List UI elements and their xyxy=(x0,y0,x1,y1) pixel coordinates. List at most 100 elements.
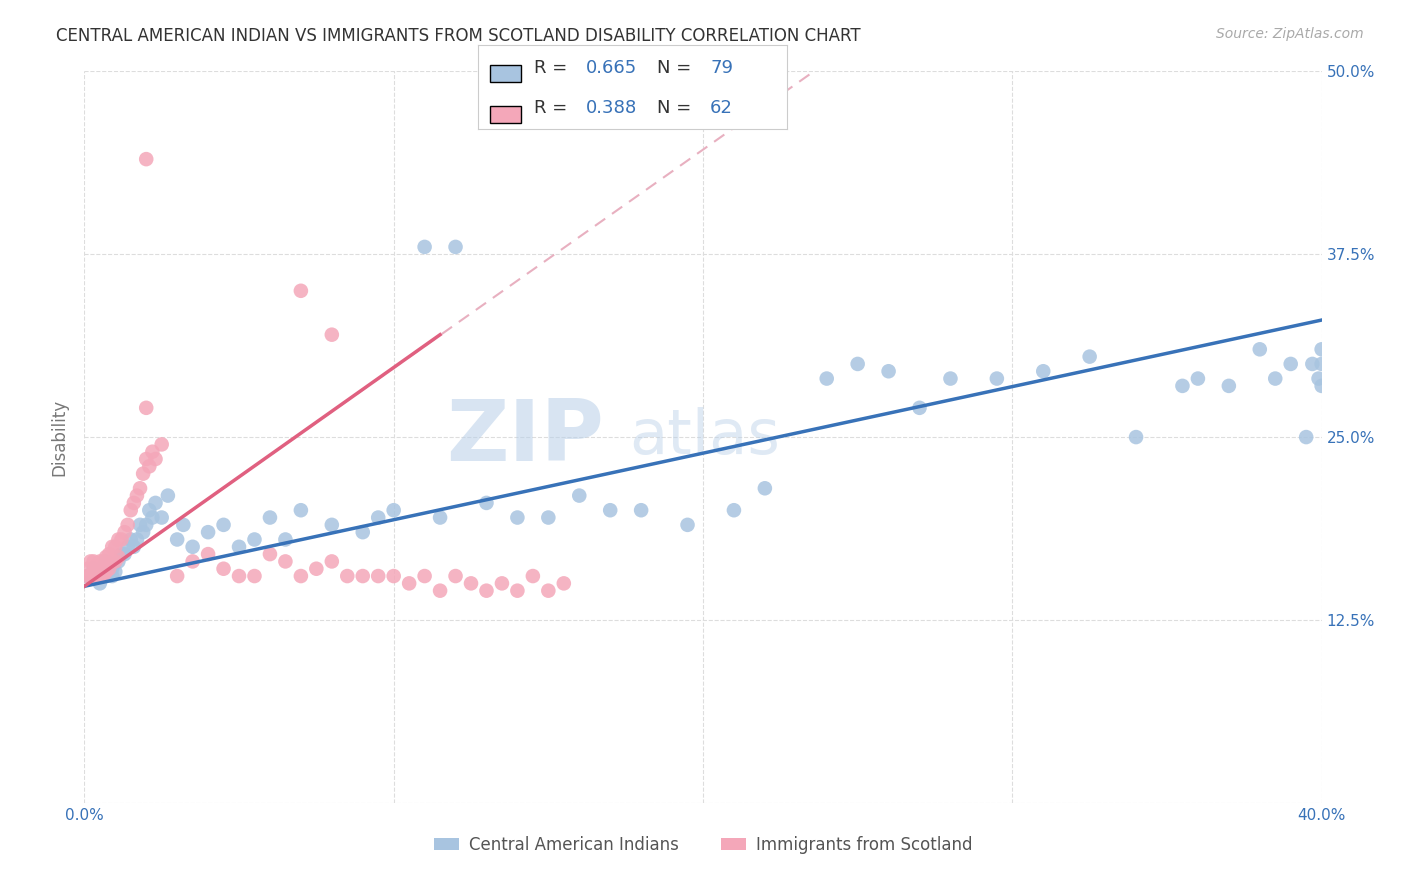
Point xyxy=(83,569,105,583)
Y-axis label: Disability: Disability xyxy=(51,399,69,475)
Point xyxy=(754,481,776,495)
Point xyxy=(1301,357,1323,371)
Point xyxy=(138,459,160,474)
Text: 0.665: 0.665 xyxy=(586,60,637,78)
Point xyxy=(114,547,136,561)
Point xyxy=(135,452,157,467)
Point xyxy=(94,549,117,564)
Point xyxy=(172,517,194,532)
Point xyxy=(101,540,124,554)
Point xyxy=(101,569,124,583)
Point xyxy=(135,401,157,415)
Point xyxy=(89,565,111,579)
Point xyxy=(986,371,1008,385)
Text: N =: N = xyxy=(658,60,697,78)
Point xyxy=(110,533,132,547)
Point xyxy=(1218,379,1240,393)
Text: atlas: atlas xyxy=(628,407,780,467)
Point xyxy=(120,503,142,517)
Point xyxy=(1032,364,1054,378)
Point xyxy=(107,554,129,568)
Point xyxy=(413,569,436,583)
Point xyxy=(114,525,136,540)
Point xyxy=(429,583,451,598)
Point xyxy=(76,562,98,576)
Text: N =: N = xyxy=(658,99,697,117)
Point xyxy=(86,558,108,573)
Point xyxy=(367,510,389,524)
Point xyxy=(181,554,204,568)
Point xyxy=(908,401,931,415)
Point xyxy=(104,554,127,568)
Point xyxy=(91,569,114,583)
Text: R =: R = xyxy=(534,99,572,117)
Point xyxy=(305,562,328,576)
Point xyxy=(212,517,235,532)
Point xyxy=(212,562,235,576)
Point xyxy=(1078,350,1101,364)
Point xyxy=(1249,343,1271,357)
Point xyxy=(76,569,98,583)
Point xyxy=(352,569,374,583)
Point xyxy=(86,569,108,583)
Point xyxy=(145,496,167,510)
Point xyxy=(135,152,157,166)
Point xyxy=(568,489,591,503)
Point xyxy=(83,562,105,576)
Point xyxy=(181,540,204,554)
Point xyxy=(243,569,266,583)
Point xyxy=(86,565,108,579)
Text: CENTRAL AMERICAN INDIAN VS IMMIGRANTS FROM SCOTLAND DISABILITY CORRELATION CHART: CENTRAL AMERICAN INDIAN VS IMMIGRANTS FR… xyxy=(56,27,860,45)
Point xyxy=(94,565,117,579)
Point xyxy=(553,576,575,591)
Point xyxy=(630,503,652,517)
Text: ZIP: ZIP xyxy=(446,395,605,479)
Point xyxy=(506,510,529,524)
Point xyxy=(89,562,111,576)
Point xyxy=(197,525,219,540)
Point xyxy=(132,467,155,481)
Point xyxy=(83,554,105,568)
Point xyxy=(132,525,155,540)
Point xyxy=(145,452,167,467)
Point xyxy=(79,554,101,568)
Point xyxy=(367,569,389,583)
Point xyxy=(228,569,250,583)
Point xyxy=(599,503,621,517)
Point xyxy=(135,517,157,532)
Point xyxy=(676,517,699,532)
Text: 0.388: 0.388 xyxy=(586,99,637,117)
Point xyxy=(122,540,145,554)
Point xyxy=(290,284,312,298)
Point xyxy=(274,554,297,568)
Point xyxy=(104,565,127,579)
Point xyxy=(107,533,129,547)
Point xyxy=(723,503,745,517)
Point xyxy=(259,547,281,561)
Point xyxy=(1187,371,1209,385)
Point xyxy=(117,540,139,554)
Point xyxy=(101,562,124,576)
Point xyxy=(98,565,121,579)
Point xyxy=(506,583,529,598)
Point xyxy=(98,562,121,576)
Point xyxy=(129,517,152,532)
Point xyxy=(89,569,111,583)
Legend: Central American Indians, Immigrants from Scotland: Central American Indians, Immigrants fro… xyxy=(427,829,979,860)
Point xyxy=(243,533,266,547)
Text: 62: 62 xyxy=(710,99,733,117)
Point xyxy=(94,569,117,583)
Point xyxy=(1310,379,1333,393)
Text: 79: 79 xyxy=(710,60,733,78)
Point xyxy=(1171,379,1194,393)
Point xyxy=(89,554,111,568)
Point xyxy=(321,327,343,342)
Point xyxy=(1310,343,1333,357)
Point xyxy=(444,240,467,254)
Point xyxy=(141,444,163,458)
Point xyxy=(98,547,121,561)
Text: Source: ZipAtlas.com: Source: ZipAtlas.com xyxy=(1216,27,1364,41)
Point xyxy=(76,569,98,583)
Point xyxy=(107,549,129,564)
Point xyxy=(1308,371,1330,385)
